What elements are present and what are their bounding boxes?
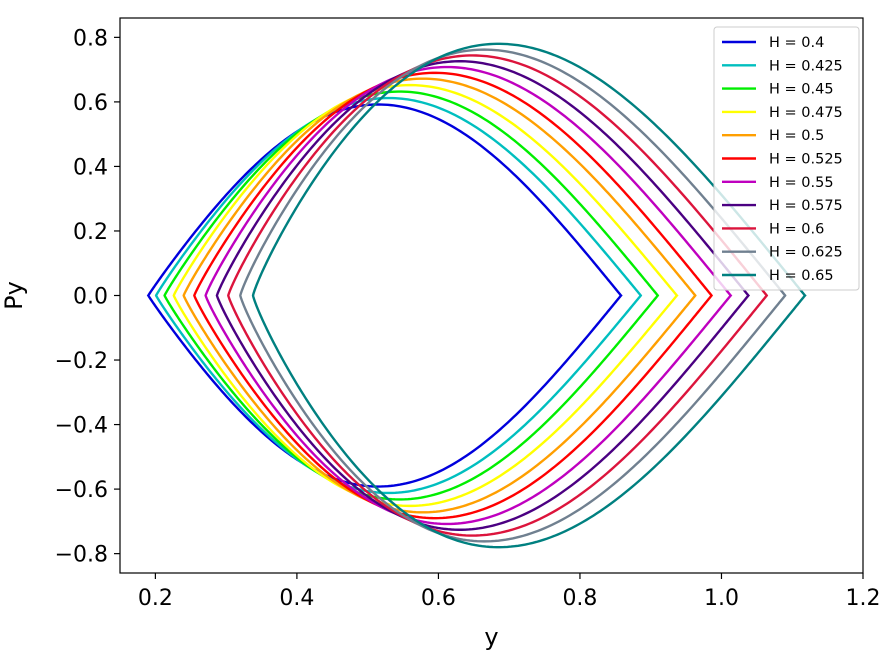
series-curve-4	[182, 77, 697, 514]
legend-label: H = 0.475	[769, 105, 843, 121]
x-tick-label: 1.0	[704, 586, 739, 611]
y-tick-label: −0.8	[55, 543, 108, 568]
legend-label: H = 0.4	[769, 35, 824, 51]
y-tick-label: 0.4	[73, 155, 108, 180]
series-curves	[146, 42, 807, 549]
y-tick-label: −0.2	[55, 349, 108, 374]
legend-label: H = 0.65	[769, 268, 834, 284]
legend-label: H = 0.575	[769, 198, 843, 214]
legend-label: H = 0.625	[769, 245, 843, 261]
legend-label: H = 0.425	[769, 58, 843, 74]
legend-label: H = 0.55	[769, 175, 834, 191]
series-curve-7	[215, 60, 751, 531]
legend-label: H = 0.6	[769, 221, 824, 237]
x-tick-label: 0.4	[279, 586, 314, 611]
x-axis-label: y	[484, 623, 498, 651]
series-curve-9	[239, 48, 787, 543]
x-tick-label: 0.2	[138, 586, 173, 611]
x-tick-label: 1.2	[846, 586, 881, 611]
series-curve-10	[251, 42, 807, 549]
legend-label: H = 0.45	[769, 82, 834, 98]
y-axis: 0.8 0.6 0.4 0.2 0.0 −0.2 −0.4 −0.6 −0.8	[55, 26, 120, 568]
series-curve-2	[163, 90, 660, 501]
legend-box	[713, 26, 860, 291]
y-axis-label: Py	[0, 281, 28, 310]
legend-label: H = 0.5	[769, 128, 824, 144]
y-tick-label: 0.2	[73, 220, 108, 245]
series-curve-6	[204, 65, 733, 526]
series-curve-8	[227, 54, 769, 537]
y-tick-label: 0.6	[73, 91, 108, 116]
legend: H = 0.4 H = 0.425 H = 0.45 H = 0.475 H = 0.5…	[713, 26, 860, 291]
series-curve-3	[172, 83, 679, 508]
y-tick-label: 0.8	[73, 26, 108, 51]
series-curve-1	[154, 96, 643, 495]
series-curve-0	[146, 103, 623, 488]
y-tick-label: 0.0	[73, 285, 108, 310]
legend-label: H = 0.525	[769, 152, 843, 168]
y-tick-label: −0.4	[55, 414, 108, 439]
y-tick-label: −0.6	[55, 478, 108, 503]
x-axis: 0.2 0.4 0.6 0.8 1.0 1.2	[138, 573, 881, 611]
x-tick-label: 0.8	[562, 586, 597, 611]
x-tick-label: 0.6	[421, 586, 456, 611]
series-curve-5	[193, 71, 714, 520]
